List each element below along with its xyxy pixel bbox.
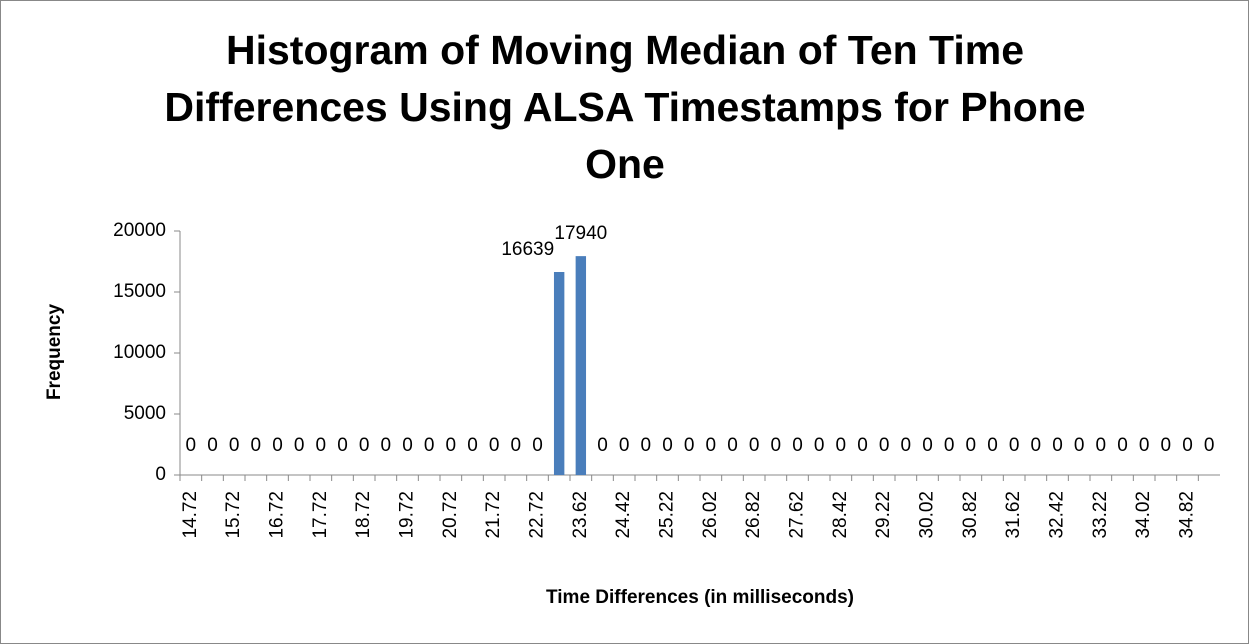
data-label: 0 [294, 435, 305, 456]
y-axis-title: Frequency [44, 304, 65, 401]
data-label: 0 [1161, 435, 1172, 456]
data-label: 0 [836, 435, 847, 456]
data-label: 0 [229, 435, 240, 456]
y-tick-label: 10000 [113, 342, 166, 363]
data-label: 0 [1031, 435, 1042, 456]
x-tick-label: 23.62 [570, 491, 591, 539]
data-label: 0 [1182, 435, 1193, 456]
x-tick-label: 20.72 [440, 491, 461, 539]
data-label: 0 [316, 435, 327, 456]
data-label: 0 [511, 435, 522, 456]
data-label: 0 [424, 435, 435, 456]
data-label: 0 [467, 435, 478, 456]
data-label: 0 [966, 435, 977, 456]
data-label: 0 [814, 435, 825, 456]
data-label: 0 [597, 435, 608, 456]
data-label: 0 [1117, 435, 1128, 456]
data-label: 0 [272, 435, 283, 456]
data-label: 0 [944, 435, 955, 456]
data-label: 0 [381, 435, 392, 456]
data-label: 0 [1009, 435, 1020, 456]
chart-title: Histogram of Moving Median of Ten Time D… [164, 27, 1086, 187]
x-tick-label: 32.42 [1047, 491, 1068, 539]
x-tick-label: 21.72 [483, 491, 504, 539]
data-label: 0 [532, 435, 543, 456]
data-label: 0 [857, 435, 868, 456]
x-tick-label: 30.02 [917, 491, 938, 539]
data-label: 0 [706, 435, 717, 456]
x-tick-label: 26.02 [700, 491, 721, 539]
x-tick-label: 29.22 [873, 491, 894, 539]
y-tick-label: 15000 [113, 281, 166, 302]
data-label: 16639 [501, 239, 554, 260]
data-label: 0 [337, 435, 348, 456]
data-label: 0 [641, 435, 652, 456]
bar [575, 256, 587, 475]
x-tick-label: 22.72 [527, 491, 548, 539]
x-tick-label: 14.72 [180, 491, 201, 539]
x-tick-label: 34.82 [1177, 491, 1198, 539]
data-label: 0 [749, 435, 760, 456]
data-label: 0 [1139, 435, 1150, 456]
data-label: 0 [662, 435, 673, 456]
x-tick-label: 24.42 [613, 491, 634, 539]
data-label: 0 [684, 435, 695, 456]
x-tick-label: 33.22 [1090, 491, 1111, 539]
data-label: 0 [987, 435, 998, 456]
data-label: 0 [879, 435, 890, 456]
data-label: 0 [901, 435, 912, 456]
y-tick-label: 5000 [124, 403, 166, 424]
x-tick-label: 27.62 [787, 491, 808, 539]
data-label: 0 [1204, 435, 1215, 456]
x-tick-label: 15.72 [223, 491, 244, 539]
data-label: 0 [727, 435, 738, 456]
x-tick-label: 16.72 [267, 491, 288, 539]
data-label: 0 [1096, 435, 1107, 456]
data-label: 0 [489, 435, 500, 456]
x-tick-label: 25.22 [657, 491, 678, 539]
x-tick-label: 28.42 [830, 491, 851, 539]
x-tick-label: 30.82 [960, 491, 981, 539]
data-label: 0 [402, 435, 413, 456]
data-label: 0 [619, 435, 630, 456]
data-label: 0 [922, 435, 933, 456]
data-label: 0 [771, 435, 782, 456]
y-tick-label: 20000 [113, 220, 166, 241]
y-tick-label: 0 [155, 464, 166, 485]
data-label: 17940 [554, 223, 607, 244]
data-label: 0 [792, 435, 803, 456]
x-tick-label: 19.72 [397, 491, 418, 539]
bar [553, 272, 565, 475]
data-label: 0 [359, 435, 370, 456]
data-label: 0 [446, 435, 457, 456]
data-label: 0 [186, 435, 197, 456]
data-label: 0 [207, 435, 218, 456]
x-tick-label: 18.72 [353, 491, 374, 539]
x-tick-label: 34.02 [1133, 491, 1154, 539]
data-label: 0 [251, 435, 262, 456]
x-tick-label: 17.72 [310, 491, 331, 539]
x-tick-label: 26.82 [743, 491, 764, 539]
data-label: 0 [1074, 435, 1085, 456]
x-axis-title: Time Differences (in milliseconds) [546, 587, 854, 608]
x-tick-label: 31.62 [1003, 491, 1024, 539]
data-label: 0 [1052, 435, 1063, 456]
